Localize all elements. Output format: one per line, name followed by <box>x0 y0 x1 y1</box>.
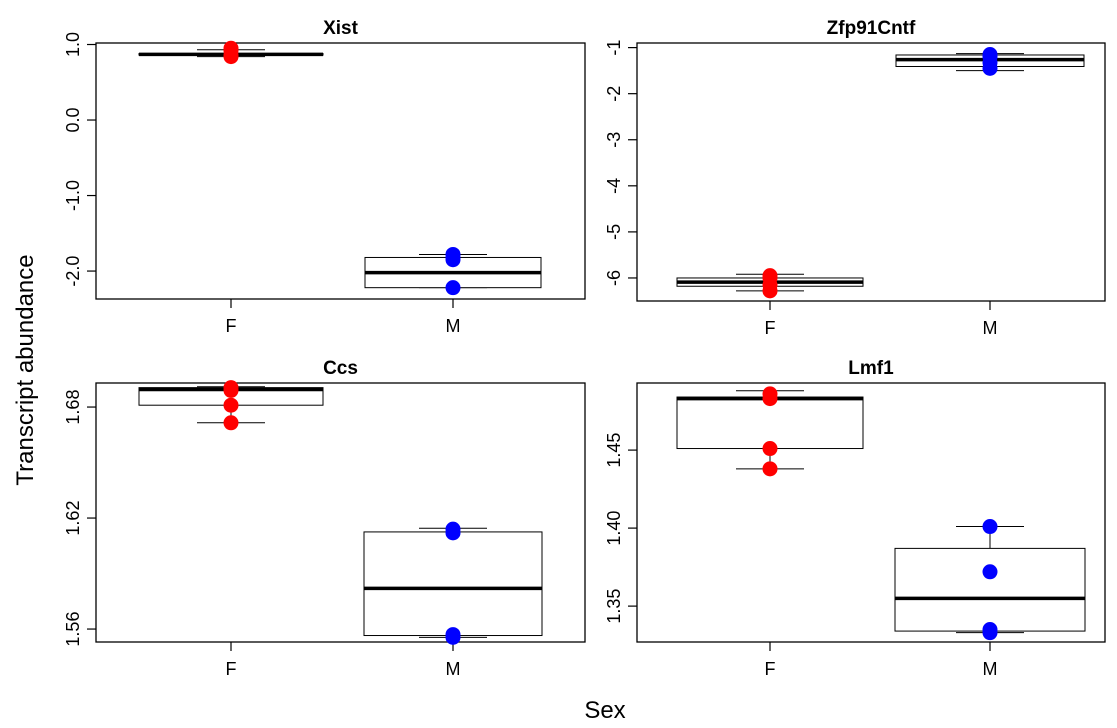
data-point <box>762 461 778 477</box>
data-point <box>223 415 239 431</box>
panel-xist: Xist -2.0 -1.0 0.0 1.0 F M <box>63 18 586 336</box>
data-point <box>982 47 998 63</box>
y-tick-label: 1.0 <box>63 32 83 57</box>
box-f <box>676 268 864 299</box>
panel-ccs: Ccs 1.56 1.62 1.68 F M <box>63 358 586 679</box>
box-iqr <box>894 547 1086 632</box>
box-f <box>138 40 324 65</box>
data-point <box>223 40 239 56</box>
panel-title: Zfp91Cntf <box>827 18 916 39</box>
panels: Xist -2.0 -1.0 0.0 1.0 F M Zfp91Cntf -6 -5 -4 -3 -2 -… <box>63 18 1106 679</box>
box-f <box>676 386 864 477</box>
data-point <box>445 246 461 262</box>
data-point <box>445 280 461 296</box>
y-tick-label: -1 <box>604 40 624 56</box>
y-tick-label: 1.40 <box>604 511 624 546</box>
panel-zfp91cntf: Zfp91Cntf -6 -5 -4 -3 -2 -1 F M <box>604 18 1106 338</box>
x-tick-label: F <box>226 316 237 336</box>
x-tick-label: M <box>446 316 461 336</box>
x-tick-label: M <box>983 659 998 679</box>
y-tick-label: -5 <box>604 224 624 240</box>
data-point <box>762 441 778 457</box>
x-tick-label: F <box>226 659 237 679</box>
x-tick-label: M <box>446 659 461 679</box>
data-point <box>762 268 778 284</box>
panel-lmf1: Lmf1 1.35 1.40 1.45 F M <box>604 358 1106 679</box>
box-f <box>138 380 324 431</box>
box-m <box>363 521 543 645</box>
y-tick-label: 1.35 <box>604 589 624 624</box>
x-tick-label: M <box>983 318 998 338</box>
panel-title: Xist <box>323 18 359 39</box>
y-tick-label: 1.62 <box>63 501 83 536</box>
x-tick-label: F <box>765 659 776 679</box>
y-tick-label: -4 <box>604 178 624 194</box>
plot-frame <box>636 382 1106 643</box>
plot-frame <box>95 42 586 300</box>
data-point <box>982 622 998 638</box>
data-point <box>445 521 461 537</box>
data-point <box>762 386 778 402</box>
y-tick-label: -2.0 <box>63 256 83 287</box>
data-point <box>445 627 461 643</box>
x-tick-label: F <box>765 318 776 338</box>
x-axis-label: Sex <box>584 697 625 724</box>
box-m <box>895 47 1085 76</box>
box-m <box>364 246 542 296</box>
y-tick-label: 1.68 <box>63 390 83 425</box>
y-tick-label: 1.45 <box>604 433 624 468</box>
box-m <box>894 519 1086 641</box>
data-point <box>223 380 239 396</box>
y-tick-label: -3 <box>604 132 624 148</box>
panel-title: Lmf1 <box>848 358 894 379</box>
panel-title: Ccs <box>323 358 358 379</box>
data-point <box>223 397 239 413</box>
plot-frame <box>636 42 1106 302</box>
y-tick-label: 0.0 <box>63 108 83 133</box>
y-tick-label: 1.56 <box>63 612 83 647</box>
data-point <box>982 519 998 535</box>
data-point <box>982 564 998 580</box>
box-iqr <box>363 531 543 637</box>
plot-frame <box>95 382 586 643</box>
y-tick-label: -2 <box>604 86 624 102</box>
y-tick-label: -6 <box>604 270 624 286</box>
y-tick-label: -1.0 <box>63 180 83 211</box>
y-axis-label: Transcript abundance <box>12 254 39 485</box>
